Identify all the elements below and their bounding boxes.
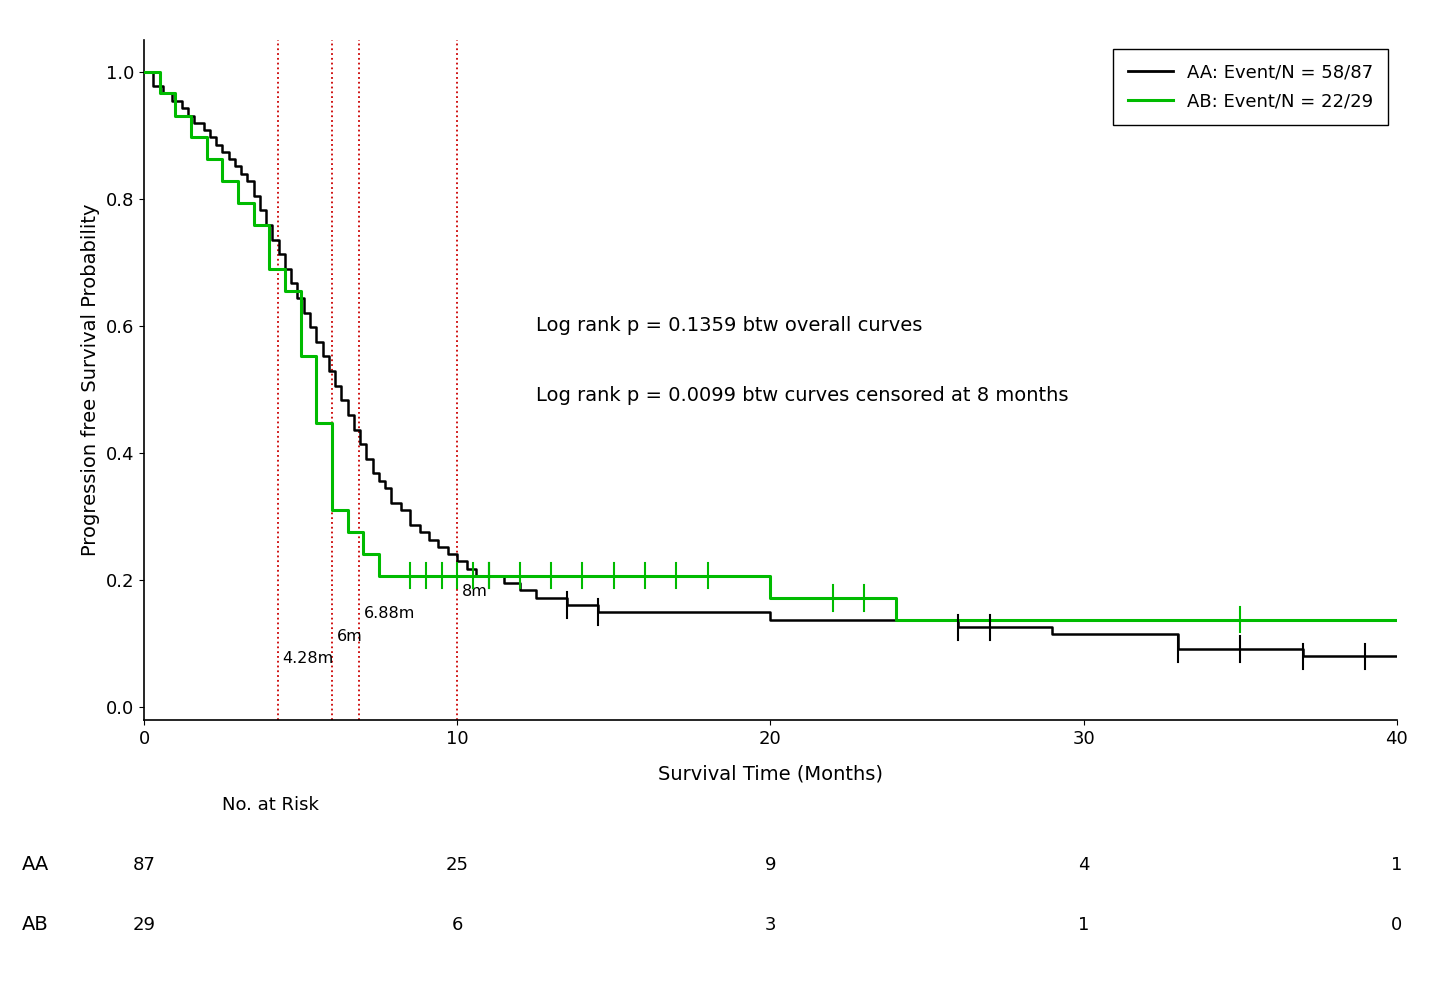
X-axis label: Survival Time (Months): Survival Time (Months)	[658, 764, 883, 783]
Text: 29: 29	[132, 916, 156, 934]
Text: 4.28m: 4.28m	[282, 651, 334, 666]
Y-axis label: Progression free Survival Probability: Progression free Survival Probability	[81, 204, 101, 556]
Text: 6.88m: 6.88m	[364, 606, 416, 621]
Text: 1: 1	[1079, 916, 1089, 934]
Text: 6m: 6m	[337, 629, 363, 644]
Text: 87: 87	[132, 856, 156, 874]
Text: 1: 1	[1391, 856, 1403, 874]
Text: 8m: 8m	[462, 584, 488, 599]
Text: AA: AA	[22, 856, 49, 874]
Text: Log rank p = 0.1359 btw overall curves: Log rank p = 0.1359 btw overall curves	[536, 316, 922, 335]
Text: 9: 9	[765, 856, 776, 874]
Text: 4: 4	[1079, 856, 1089, 874]
Legend: AA: Event/N = 58/87, AB: Event/N = 22/29: AA: Event/N = 58/87, AB: Event/N = 22/29	[1113, 49, 1388, 125]
Text: 3: 3	[765, 916, 776, 934]
Text: Log rank p = 0.0099 btw curves censored at 8 months: Log rank p = 0.0099 btw curves censored …	[536, 386, 1068, 405]
Text: AB: AB	[22, 916, 49, 934]
Text: 0: 0	[1391, 916, 1403, 934]
Text: 6: 6	[452, 916, 462, 934]
Text: 25: 25	[446, 856, 468, 874]
Text: No. at Risk: No. at Risk	[222, 796, 320, 814]
